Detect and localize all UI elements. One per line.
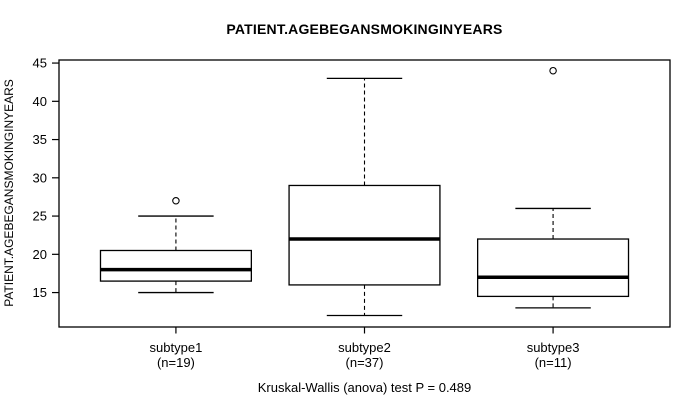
y-tick-label: 25 [33,209,47,224]
stat-test-caption: Kruskal-Wallis (anova) test P = 0.489 [257,380,472,395]
y-tick-label: 30 [33,170,47,185]
boxplot-series [99,66,630,317]
y-axis-title: PATIENT.AGEBEGANSMOKINGINYEARS [2,79,16,307]
group-count-label: (n=19) [157,355,195,370]
x-axis-labels: subtype1(n=19) subtype2(n=37) subtype3(n=1… [150,327,580,370]
outlier-point [549,66,557,75]
group-count-label: (n=37) [346,355,384,370]
y-axis-ticks: 15 20 25 30 35 40 45 [33,56,59,300]
outlier-point [172,197,180,205]
iqr-box [476,238,630,298]
y-tick-label: 15 [33,285,47,300]
y-tick-label: 40 [33,94,47,109]
iqr-box [288,184,441,286]
group-label: subtype3 [527,340,580,355]
y-tick-label: 20 [33,247,47,262]
group-count-label: (n=11) [535,355,572,370]
group-label: subtype1 [150,340,203,355]
y-tick-label: 35 [33,132,47,147]
iqr-box [99,249,253,282]
chart-title: PATIENT.AGEBEGANSMOKINGINYEARS [226,21,503,37]
group-label: subtype2 [338,340,391,355]
y-tick-label: 45 [33,56,47,71]
